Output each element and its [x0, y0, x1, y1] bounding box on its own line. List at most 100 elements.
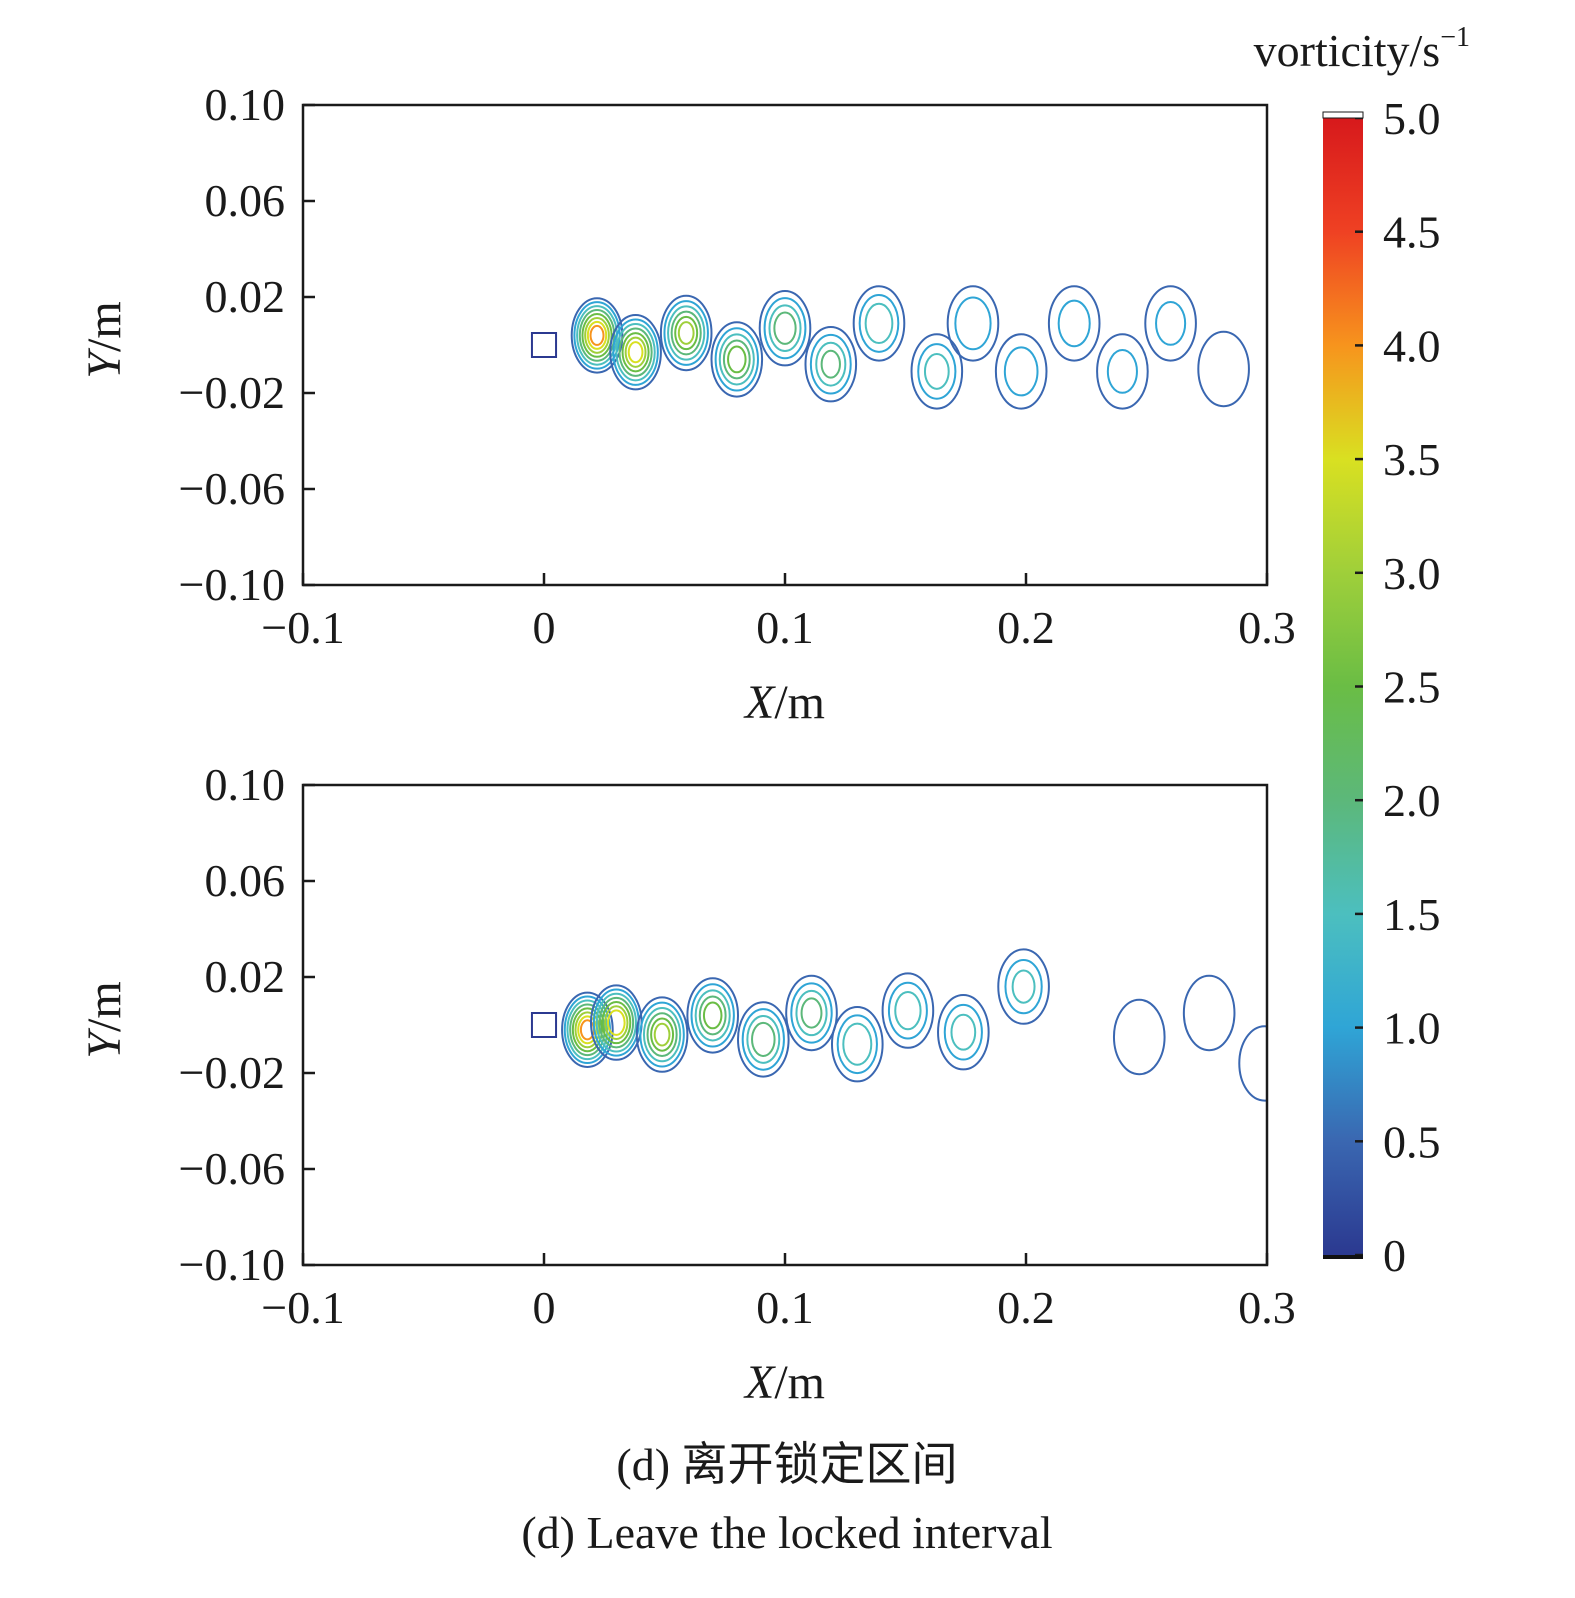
y-tick-label: 0.02 [205, 271, 286, 322]
vortex-contour [581, 313, 613, 358]
colorbar-tick-label: 4.5 [1383, 207, 1441, 258]
colorbar-tick-label: 3.5 [1383, 434, 1441, 485]
vortex-contour [785, 974, 838, 1052]
vortex-contour [1238, 1025, 1267, 1102]
bottom-x-axis-label: X/m [743, 1356, 825, 1409]
x-tick-label: −0.1 [261, 1282, 344, 1333]
vortex-contour [702, 1001, 723, 1030]
top-contour-panel: −0.1 0 0.1 0.2 0.3 0.100.060.02−0.02−0.06−0.… [78, 79, 1296, 729]
y-tick-label: −0.10 [179, 1239, 285, 1290]
vortex-contour [830, 1005, 884, 1083]
vortex-contour [946, 285, 1000, 362]
vortex-contour [615, 323, 656, 382]
vortex-contour [881, 972, 935, 1049]
vortex-contour [653, 1022, 671, 1047]
colorbar-title: vorticity/s−1 [1254, 22, 1470, 76]
vortex-contour [586, 320, 608, 350]
y-tick-label: −0.02 [179, 367, 285, 418]
vortex-contour [768, 304, 802, 353]
vortex-contour [1182, 974, 1236, 1052]
vortex-contour [698, 995, 727, 1036]
y-tick-label: 0.10 [205, 759, 286, 810]
vortex-contour [670, 310, 702, 356]
vortex-contour [894, 991, 922, 1031]
vortex-contour [624, 336, 647, 368]
colorbar-tick-label: 2.0 [1383, 775, 1441, 826]
vortex-contour [954, 296, 992, 351]
vortex-contour [604, 1005, 629, 1040]
vortex-contour [642, 1006, 682, 1063]
vortex-contour [943, 1003, 983, 1061]
vortex-contour [950, 1013, 977, 1051]
vortex-contour [584, 316, 610, 354]
square-cylinder [530, 1012, 558, 1038]
top-y-axis-label: Y/m [78, 301, 131, 378]
vortex-contour [650, 1017, 675, 1052]
vortex-contour [923, 352, 950, 390]
y-tick-label: −0.02 [179, 1047, 285, 1098]
vortex-contour [718, 333, 755, 386]
vortex-contour [635, 996, 689, 1073]
x-tick-label: 0.3 [1238, 602, 1296, 653]
vortex-contour [1003, 346, 1039, 397]
x-tick-label: 0 [533, 1282, 556, 1333]
vortex-contour [795, 989, 828, 1037]
bottom-plot-frame [301, 783, 1269, 1267]
caption-chinese: (d) 离开锁定区间 [616, 1439, 957, 1490]
vortex-contour [727, 345, 747, 374]
vortex-contour [937, 993, 990, 1071]
vortex-contour [609, 314, 662, 391]
top-plot-frame [301, 103, 1269, 587]
vortex-contour [621, 332, 650, 373]
top-y-ticks: 0.10 0.06 0.02 −0.02 −0.06 −0.10 [179, 79, 315, 610]
colorbar-tick-label: 1.0 [1383, 1003, 1441, 1054]
vortex-contour [601, 1001, 632, 1045]
colorbar-under-cap [1323, 1255, 1363, 1259]
vortex-contour [910, 333, 964, 410]
vortex-contour [1144, 285, 1197, 362]
vortex-contour [917, 343, 957, 400]
vortex-contour [714, 327, 759, 392]
y-tick-label: 0.10 [205, 79, 286, 130]
colorbar-tick-label: 1.5 [1383, 889, 1441, 940]
vortex-contour [800, 997, 823, 1029]
top-x-axis-label: X/m [743, 676, 825, 729]
top-x-ticks: −0.1 0 0.1 0.2 0.3 [261, 573, 1296, 653]
y-tick-label: 0.06 [205, 855, 286, 906]
vortex-contour [746, 1014, 781, 1064]
vortex-contour [589, 324, 605, 346]
bottom-y-ticks: 0.10 0.06 0.02 −0.02 −0.06 −0.10 [179, 759, 315, 1290]
vortex-contour [864, 302, 894, 345]
vortex-contour [994, 333, 1048, 410]
vortex-contour [595, 992, 637, 1053]
vortex-contour [815, 341, 847, 387]
colorbar-tick-label: 0 [1383, 1230, 1406, 1281]
vortex-contour [1155, 301, 1187, 346]
vortex-contour [710, 321, 764, 398]
vortex-contour [612, 318, 659, 386]
vortex-contour [852, 285, 906, 362]
x-tick-label: 0.2 [997, 602, 1055, 653]
vortex-contour [836, 1014, 878, 1075]
bottom-y-axis-label: Y/m [78, 981, 131, 1058]
vortex-contour [858, 293, 900, 353]
x-tick-label: 0.1 [756, 1282, 814, 1333]
bottom-square-cylinder [530, 1012, 558, 1038]
vortex-contour [842, 1022, 873, 1066]
vortex-contour [690, 983, 735, 1048]
x-tick-label: 0.3 [1238, 1282, 1296, 1333]
vortex-contour [741, 1008, 785, 1071]
vortex-contour [561, 991, 614, 1069]
vortex-contour [1047, 285, 1101, 362]
vortex-contour [1112, 998, 1166, 1076]
vortex-contour [1096, 333, 1149, 410]
x-tick-label: 0.1 [756, 602, 814, 653]
x-tick-label: 0 [533, 602, 556, 653]
vortex-contour [578, 309, 616, 362]
vortex-contour [751, 1021, 776, 1057]
caption-english: (d) Leave the locked interval [521, 1507, 1052, 1558]
colorbar-tick-label: 2.5 [1383, 662, 1441, 713]
vortex-contour [618, 327, 653, 377]
vortex-contour [737, 1001, 790, 1078]
